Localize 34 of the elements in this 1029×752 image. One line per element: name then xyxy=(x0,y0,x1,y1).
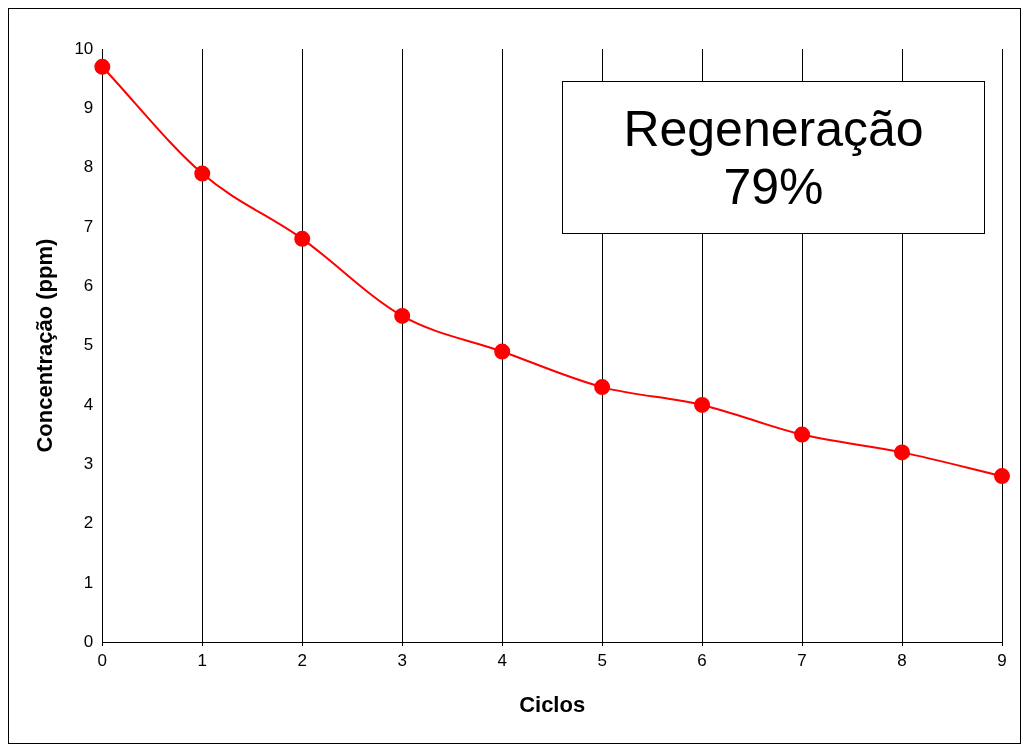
y-tick-label: 1 xyxy=(83,572,94,592)
annotation: Regeneração 79% xyxy=(562,81,985,234)
point xyxy=(294,230,311,247)
y-tick-label: 3 xyxy=(83,453,94,473)
point xyxy=(194,165,211,182)
point xyxy=(494,343,511,360)
x-tick-label: 3 xyxy=(397,651,407,671)
x-tick-label: 8 xyxy=(897,651,907,671)
y-tick-label: 4 xyxy=(83,394,94,414)
point xyxy=(894,444,911,461)
point xyxy=(394,307,411,324)
point xyxy=(694,396,711,413)
x-tick-label: 6 xyxy=(697,651,707,671)
x-tick-label: 7 xyxy=(797,651,807,671)
x-tick-label: 1 xyxy=(197,651,208,671)
x-tick-label: 4 xyxy=(497,651,507,671)
y-tick-label: 5 xyxy=(83,335,94,355)
point xyxy=(794,426,811,443)
y-tick-label: 6 xyxy=(83,275,94,295)
point xyxy=(94,58,111,75)
x-tick-label: 2 xyxy=(297,651,307,671)
point xyxy=(994,468,1010,485)
y-tick-label: 8 xyxy=(83,157,94,177)
y-tick-label: 0 xyxy=(83,631,94,651)
x-axis-title: Ciclos xyxy=(519,691,586,717)
y-tick-label: 10 xyxy=(74,38,94,58)
x-tick-label: 9 xyxy=(997,651,1007,671)
y-tick-label: 9 xyxy=(83,98,94,118)
y-tick-label: 2 xyxy=(83,513,94,533)
y-tick-label: 7 xyxy=(83,216,94,236)
y-axis-title: Concentração (ppm) xyxy=(32,238,58,453)
x-tick-label: 0 xyxy=(97,651,108,671)
x-tick-label: 5 xyxy=(597,651,607,671)
point xyxy=(594,379,611,396)
